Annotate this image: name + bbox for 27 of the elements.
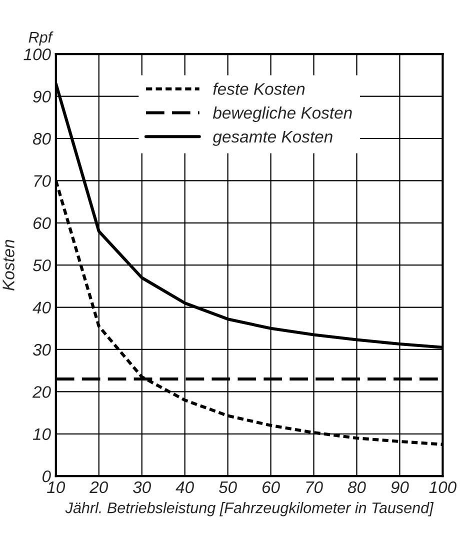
x-tick-label: 90 [391, 481, 409, 494]
legend-label: bewegliche Kosten [212, 106, 352, 122]
legend-label: gesamte Kosten [212, 130, 332, 146]
y-tick-label: 100 [24, 48, 51, 60]
y-axis-title: Kosten [2, 240, 14, 291]
x-tick-label: 50 [218, 481, 237, 494]
y-tick-label: 50 [32, 259, 51, 272]
y-tick-label: 90 [33, 90, 51, 102]
y-tick-label: 60 [33, 217, 51, 230]
y-tick-label: 40 [32, 302, 51, 314]
y-tick-label: 70 [34, 175, 51, 187]
x-tick-label: 10 [47, 481, 66, 494]
x-tick-label: 30 [132, 481, 151, 494]
text: Rpf [28, 31, 54, 46]
x-axis-title: Jährl. Betriebsleistung [Fahrzeugkilometer in Tausend] [65, 502, 434, 516]
x-tick-label: 60 [262, 481, 280, 494]
x-tick-label: 80 [348, 481, 366, 494]
y-tick-label: 30 [32, 344, 51, 356]
x-tick-label: 40 [176, 481, 194, 494]
x-tick-label: 100 [429, 481, 456, 494]
x-tick-label: 70 [306, 481, 323, 494]
y-tick-label: 80 [32, 132, 51, 145]
y-tick-label: 0 [42, 470, 51, 482]
y-tick-label: 20 [32, 386, 51, 398]
y-tick-label: 10 [32, 428, 51, 440]
legend-label: feste Kosten [213, 82, 305, 95]
x-tick-label: 20 [90, 481, 108, 494]
